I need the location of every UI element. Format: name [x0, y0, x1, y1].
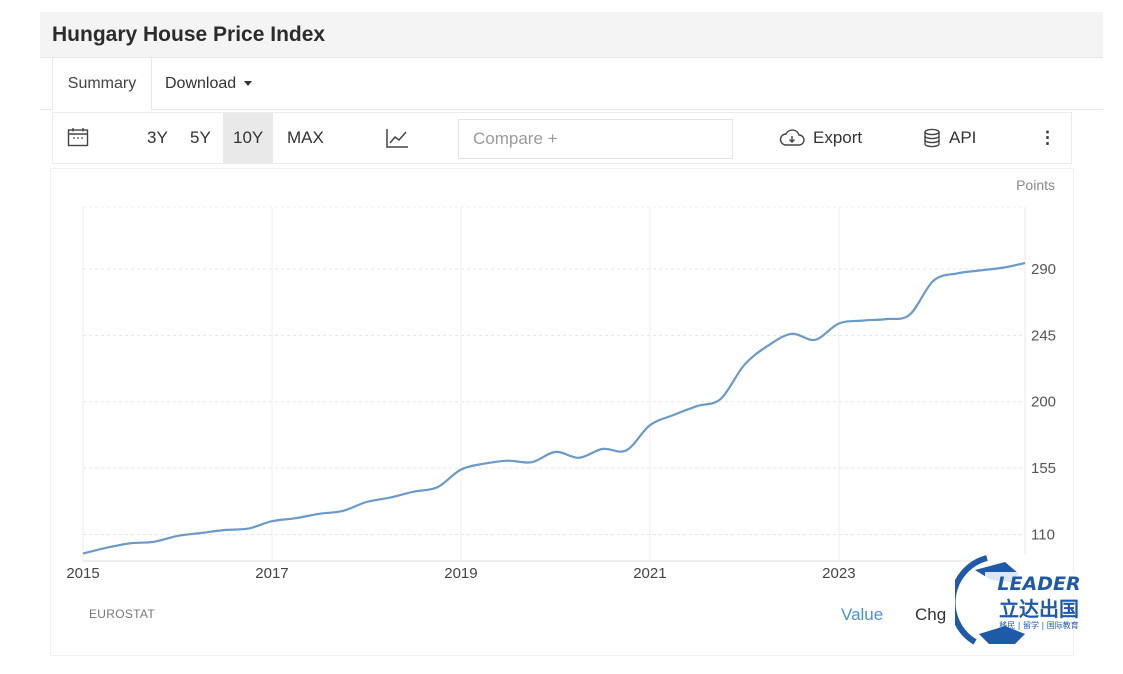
svg-text:移民 | 留学 | 国际教育: 移民 | 留学 | 国际教育 [999, 620, 1079, 630]
chart-panel: 110 155 200 245 290 2015 2017 2019 2021 2023 Poin… [50, 168, 1074, 656]
y-tick-label: 290 [1031, 261, 1056, 278]
x-tick-label: 2019 [444, 565, 477, 582]
y-tick-label: 155 [1031, 460, 1056, 477]
y-tick-label: 110 [1031, 526, 1055, 543]
tab-bar: Summary Download [40, 58, 1103, 110]
series-line [82, 262, 1026, 555]
view-chg-button[interactable]: Chg [915, 605, 947, 624]
line-chart: 110 155 200 245 290 2015 2017 2019 2021 2023 [66, 206, 1056, 582]
svg-text:LEADER: LEADER [997, 573, 1080, 595]
calendar-icon[interactable] [67, 127, 89, 147]
range-10y-button[interactable]: 10Y [223, 113, 274, 163]
compare-input[interactable] [458, 119, 733, 159]
y-tick-label: 245 [1031, 327, 1056, 344]
y-tick-label: 200 [1031, 394, 1056, 411]
tab-summary[interactable]: Summary [52, 58, 152, 110]
more-options-icon[interactable]: ⋮ [1039, 128, 1056, 147]
range-max-button[interactable]: MAX [287, 128, 324, 147]
y-axis-unit-label: Points [1016, 177, 1055, 193]
leader-logo: LEADER 立达出国 移民 | 留学 | 国际教育 [955, 552, 1093, 652]
data-source-label: EUROSTAT [89, 607, 155, 621]
x-tick-label: 2015 [66, 565, 99, 582]
svg-text:立达出国: 立达出国 [999, 597, 1079, 621]
database-icon [924, 128, 940, 148]
range-5y-button[interactable]: 5Y [190, 128, 211, 147]
api-label: API [949, 128, 977, 147]
title-bar: Hungary House Price Index [40, 12, 1103, 58]
page-title: Hungary House Price Index [52, 23, 326, 46]
view-value-button[interactable]: Value [841, 605, 884, 624]
cloud-download-icon [779, 129, 805, 146]
export-label: Export [813, 128, 863, 147]
chart-toolbar: 3Y 5Y 10Y MAX Export API ⋮ [52, 112, 1072, 164]
api-button[interactable]: API [923, 113, 976, 163]
chart-type-icon[interactable] [385, 127, 409, 149]
tab-download[interactable]: Download [165, 58, 253, 110]
caret-down-icon [244, 81, 253, 87]
range-3y-button[interactable]: 3Y [147, 128, 168, 147]
export-button[interactable]: Export [779, 113, 862, 163]
x-tick-label: 2017 [255, 565, 288, 582]
x-tick-label: 2023 [822, 565, 855, 582]
x-tick-label: 2021 [633, 565, 666, 582]
tab-download-label: Download [165, 75, 237, 92]
